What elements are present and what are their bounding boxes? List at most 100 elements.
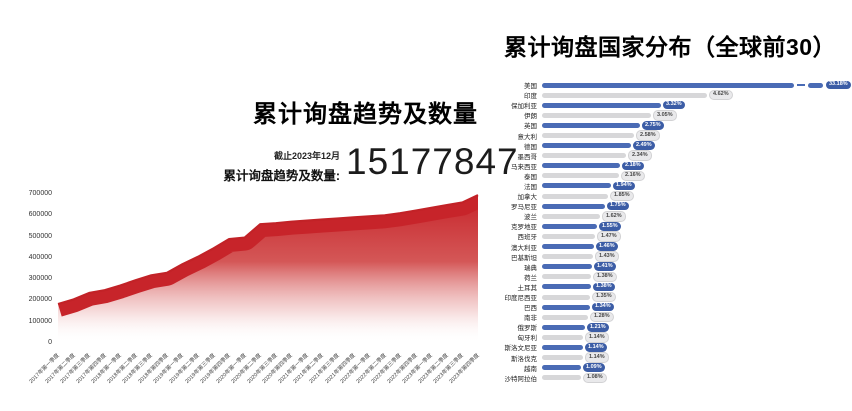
y-tick-label: 700000 — [28, 190, 52, 197]
country-row: 斯洛伐克 1.14% — [495, 352, 852, 363]
country-label: 意大利 — [517, 133, 538, 141]
axis-break-dash — [797, 84, 805, 86]
value-badge: 1.55% — [599, 222, 621, 231]
country-row: 土耳其 1.38% — [495, 282, 852, 292]
country-bar — [542, 254, 593, 260]
count-value: 15177847 — [346, 141, 519, 182]
country-bar — [542, 375, 581, 381]
country-label: 印度尼西亚 — [504, 295, 538, 303]
country-label: 克罗地亚 — [511, 224, 537, 232]
country-bar — [542, 304, 590, 310]
value-badge: 2.75% — [642, 121, 664, 130]
country-label: 俄罗斯 — [517, 325, 538, 333]
country-label: 巴西 — [524, 305, 537, 313]
country-label: 匈牙利 — [517, 335, 538, 343]
value-badge: 1.41% — [594, 262, 616, 271]
country-row: 巴基斯坦 1.43% — [495, 251, 852, 262]
country-bar — [542, 324, 585, 330]
value-badge: 1.38% — [593, 271, 617, 283]
count-label: 累计询盘趋势及数量: — [223, 169, 340, 183]
country-row: 俄罗斯 1.21% — [495, 322, 852, 332]
country-row: 西班牙 1.47% — [495, 231, 852, 242]
trend-area-plot: 0 100000 200000 300000 400000 500000 600000 700… — [28, 190, 480, 385]
country-label: 土耳其 — [517, 284, 538, 292]
value-badge: 1.75% — [607, 201, 629, 211]
value-badge: 2.34% — [628, 150, 652, 161]
country-row: 波兰 1.62% — [495, 211, 852, 222]
country-bar — [542, 193, 608, 199]
country-row: 澳大利亚 1.46% — [495, 242, 852, 252]
country-row: 意大利 2.58% — [495, 130, 852, 141]
country-row: 保加利亚 3.32% — [495, 100, 852, 110]
country-bar — [542, 153, 626, 159]
value-badge: 1.47% — [597, 231, 621, 242]
country-row: 英国 2.75% — [495, 120, 852, 130]
country-bar — [542, 82, 794, 88]
country-label: 斯洛伐克 — [511, 355, 537, 363]
country-row: 克罗地亚 1.55% — [495, 221, 852, 231]
value-badge: 1.09% — [583, 363, 605, 372]
country-label: 伊朗 — [524, 113, 537, 121]
y-tick-label: 600000 — [28, 211, 52, 219]
country-bar — [542, 112, 651, 118]
country-row: 荷兰 1.38% — [495, 271, 852, 283]
country-label: 瑞典 — [524, 264, 537, 272]
country-row: 南非 1.28% — [495, 311, 852, 323]
country-label: 英国 — [524, 123, 537, 131]
country-row: 马来西亚 2.18% — [495, 161, 852, 171]
country-bar — [542, 213, 600, 219]
country-row: 泰国 2.16% — [495, 170, 852, 182]
value-badge: 1.14% — [585, 332, 609, 343]
country-label: 泰国 — [524, 173, 537, 181]
value-badge: 1.94% — [613, 181, 635, 191]
country-bar — [542, 102, 661, 108]
country-row: 德国 2.49% — [495, 141, 852, 151]
country-label: 印度 — [524, 93, 537, 101]
value-badge: 1.38% — [593, 282, 615, 292]
value-badge: 1.28% — [590, 311, 614, 323]
y-tick-label: 300000 — [28, 275, 52, 283]
country-bar — [542, 334, 583, 340]
country-row: 瑞典 1.41% — [495, 262, 852, 272]
value-badge: 1.43% — [595, 251, 619, 262]
value-badge: 1.34% — [592, 302, 614, 312]
y-tick-label: 0 — [48, 339, 52, 346]
value-badge: 2.16% — [621, 170, 645, 182]
country-bar — [542, 183, 611, 189]
country-row: 加拿大 1.85% — [495, 190, 852, 202]
country-label: 保加利亚 — [511, 103, 537, 111]
country-bar — [542, 133, 634, 139]
country-bar — [542, 122, 640, 128]
value-badge: 1.21% — [587, 323, 609, 332]
value-badge: 1.08% — [583, 372, 607, 384]
country-label: 波兰 — [524, 214, 537, 222]
country-bar — [542, 92, 707, 98]
country-row: 印度 4.62% — [495, 89, 852, 101]
country-row: 印度尼西亚 1.35% — [495, 291, 852, 303]
country-bar — [542, 284, 591, 290]
trend-chart-title: 累计询盘趋势及数量 — [253, 101, 478, 128]
country-label: 加拿大 — [517, 194, 538, 202]
value-badge: 1.62% — [602, 211, 626, 222]
value-badge: 1.35% — [592, 291, 616, 303]
y-tick-label: 400000 — [28, 253, 52, 261]
value-badge: 33.18% — [826, 80, 851, 90]
asof-label: 截止2023年12月 — [273, 151, 340, 161]
country-label: 马来西亚 — [511, 163, 537, 171]
country-bar-chart: 美国 33.18% 印度 4.62% 保加利亚 3.32% 伊朗 3.05% 英国 2.75% 意大… — [495, 80, 852, 384]
summary-labels: 截止2023年12月 累计询盘趋势及数量: — [178, 142, 340, 184]
bar-stub — [808, 82, 823, 88]
country-row: 匈牙利 1.14% — [495, 332, 852, 343]
value-badge: 4.62% — [709, 89, 733, 101]
country-label: 法国 — [524, 183, 537, 191]
country-label: 澳大利亚 — [511, 244, 537, 252]
country-bar — [542, 365, 581, 371]
value-badge: 1.14% — [585, 352, 609, 363]
country-label: 沙特阿拉伯 — [504, 375, 538, 383]
country-row: 法国 1.94% — [495, 181, 852, 191]
trend-area-svg — [57, 194, 479, 343]
country-row: 墨西哥 2.34% — [495, 150, 852, 161]
country-bar — [542, 274, 591, 280]
country-label: 西班牙 — [517, 234, 538, 242]
value-badge: 2.49% — [633, 141, 655, 150]
